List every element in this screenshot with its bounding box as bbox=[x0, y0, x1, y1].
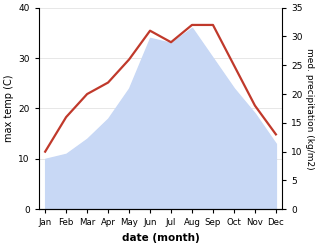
X-axis label: date (month): date (month) bbox=[122, 233, 199, 243]
Y-axis label: max temp (C): max temp (C) bbox=[4, 75, 14, 142]
Y-axis label: med. precipitation (kg/m2): med. precipitation (kg/m2) bbox=[305, 48, 314, 169]
